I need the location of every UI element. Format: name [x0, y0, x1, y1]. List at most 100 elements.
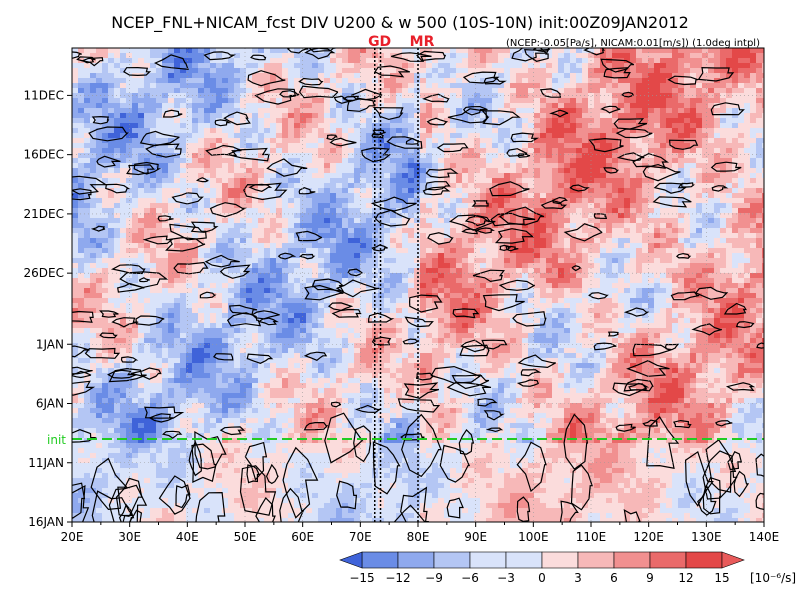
heatmap-cell	[324, 203, 331, 209]
heatmap-cell	[114, 143, 121, 149]
heatmap-cell	[318, 213, 325, 219]
heatmap-cell	[564, 203, 571, 209]
heatmap-cell	[222, 223, 229, 229]
heatmap-cell	[516, 173, 523, 179]
heatmap-cell	[750, 83, 757, 89]
heatmap-cell	[366, 233, 373, 239]
heatmap-cell	[186, 68, 193, 74]
heatmap-cell	[168, 78, 175, 84]
heatmap-cell	[108, 183, 115, 189]
heatmap-cell	[348, 198, 355, 204]
heatmap-cell	[186, 48, 193, 54]
heatmap-cell	[174, 133, 181, 139]
heatmap-cell	[582, 218, 589, 224]
heatmap-cell	[546, 228, 553, 234]
heatmap-cell	[552, 178, 559, 184]
heatmap-cell	[120, 128, 127, 134]
heatmap-cell	[156, 178, 163, 184]
heatmap-cell	[654, 218, 661, 224]
heatmap-cell	[762, 183, 764, 189]
heatmap-cell	[702, 248, 709, 254]
heatmap-cell	[576, 83, 583, 89]
heatmap-cell	[558, 63, 565, 69]
heatmap-cell	[456, 248, 463, 254]
heatmap-cell	[666, 118, 673, 124]
heatmap-cell	[390, 243, 397, 249]
heatmap-cell	[114, 113, 121, 119]
heatmap-cell	[192, 53, 199, 59]
heatmap-cell	[702, 188, 709, 194]
heatmap-cell	[186, 78, 193, 84]
heatmap-cell	[276, 198, 283, 204]
heatmap-cell	[582, 123, 589, 129]
heatmap-cell	[456, 153, 463, 159]
heatmap-cell	[204, 143, 211, 149]
heatmap-cell	[192, 258, 199, 264]
heatmap-cell	[714, 133, 721, 139]
heatmap-cell	[492, 173, 499, 179]
heatmap-cell	[612, 128, 619, 134]
heatmap-cell	[348, 248, 355, 254]
heatmap-cell	[552, 193, 559, 199]
heatmap-cell	[330, 68, 337, 74]
heatmap-cell	[402, 163, 409, 169]
heatmap-cell	[342, 108, 349, 114]
heatmap-cell	[318, 143, 325, 149]
heatmap-cell	[240, 248, 247, 254]
heatmap-cell	[354, 73, 361, 79]
heatmap-cell	[72, 168, 79, 174]
heatmap-cell	[414, 173, 421, 179]
heatmap-cell	[348, 163, 355, 169]
heatmap-cell	[732, 163, 739, 169]
heatmap-cell	[144, 203, 151, 209]
heatmap-cell	[684, 188, 691, 194]
heatmap-cell	[144, 88, 151, 94]
heatmap-cell	[240, 173, 247, 179]
heatmap-cell	[558, 173, 565, 179]
heatmap-cell	[756, 233, 763, 239]
heatmap-cell	[348, 93, 355, 99]
heatmap-cell	[744, 108, 751, 114]
heatmap-cell	[744, 153, 751, 159]
heatmap-cell	[726, 253, 733, 259]
heatmap-cell	[246, 238, 253, 244]
heatmap-cell	[564, 193, 571, 199]
heatmap-cell	[750, 203, 757, 209]
heatmap-cell	[114, 248, 121, 254]
heatmap-cell	[72, 73, 79, 79]
heatmap-cell	[138, 143, 145, 149]
heatmap-cell	[198, 98, 205, 104]
heatmap-cell	[432, 248, 439, 254]
heatmap-cell	[510, 128, 517, 134]
heatmap-cell	[756, 178, 763, 184]
heatmap-cell	[474, 53, 481, 59]
heatmap-cell	[564, 138, 571, 144]
heatmap-cell	[522, 148, 529, 154]
heatmap-cell	[756, 183, 763, 189]
heatmap-cell	[462, 68, 469, 74]
heatmap-cell	[318, 233, 325, 239]
heatmap-cell	[234, 223, 241, 229]
heatmap-cell	[360, 78, 367, 84]
heatmap-cell	[114, 173, 121, 179]
heatmap-cell	[186, 163, 193, 169]
heatmap-cell	[480, 238, 487, 244]
heatmap-cell	[576, 218, 583, 224]
heatmap-cell	[72, 148, 79, 154]
heatmap-cell	[366, 153, 373, 159]
heatmap-cell	[426, 83, 433, 89]
heatmap-cell	[174, 118, 181, 124]
heatmap-cell	[174, 128, 181, 134]
heatmap-cell	[738, 188, 745, 194]
heatmap-cell	[84, 73, 91, 79]
heatmap-cell	[732, 113, 739, 119]
heatmap-cell	[630, 63, 637, 69]
heatmap-cell	[762, 93, 764, 99]
heatmap-cell	[276, 163, 283, 169]
heatmap-cell	[108, 133, 115, 139]
heatmap-cell	[708, 193, 715, 199]
heatmap-cell	[252, 178, 259, 184]
heatmap-cell	[462, 233, 469, 239]
heatmap-cell	[216, 208, 223, 214]
heatmap-cell	[408, 153, 415, 159]
